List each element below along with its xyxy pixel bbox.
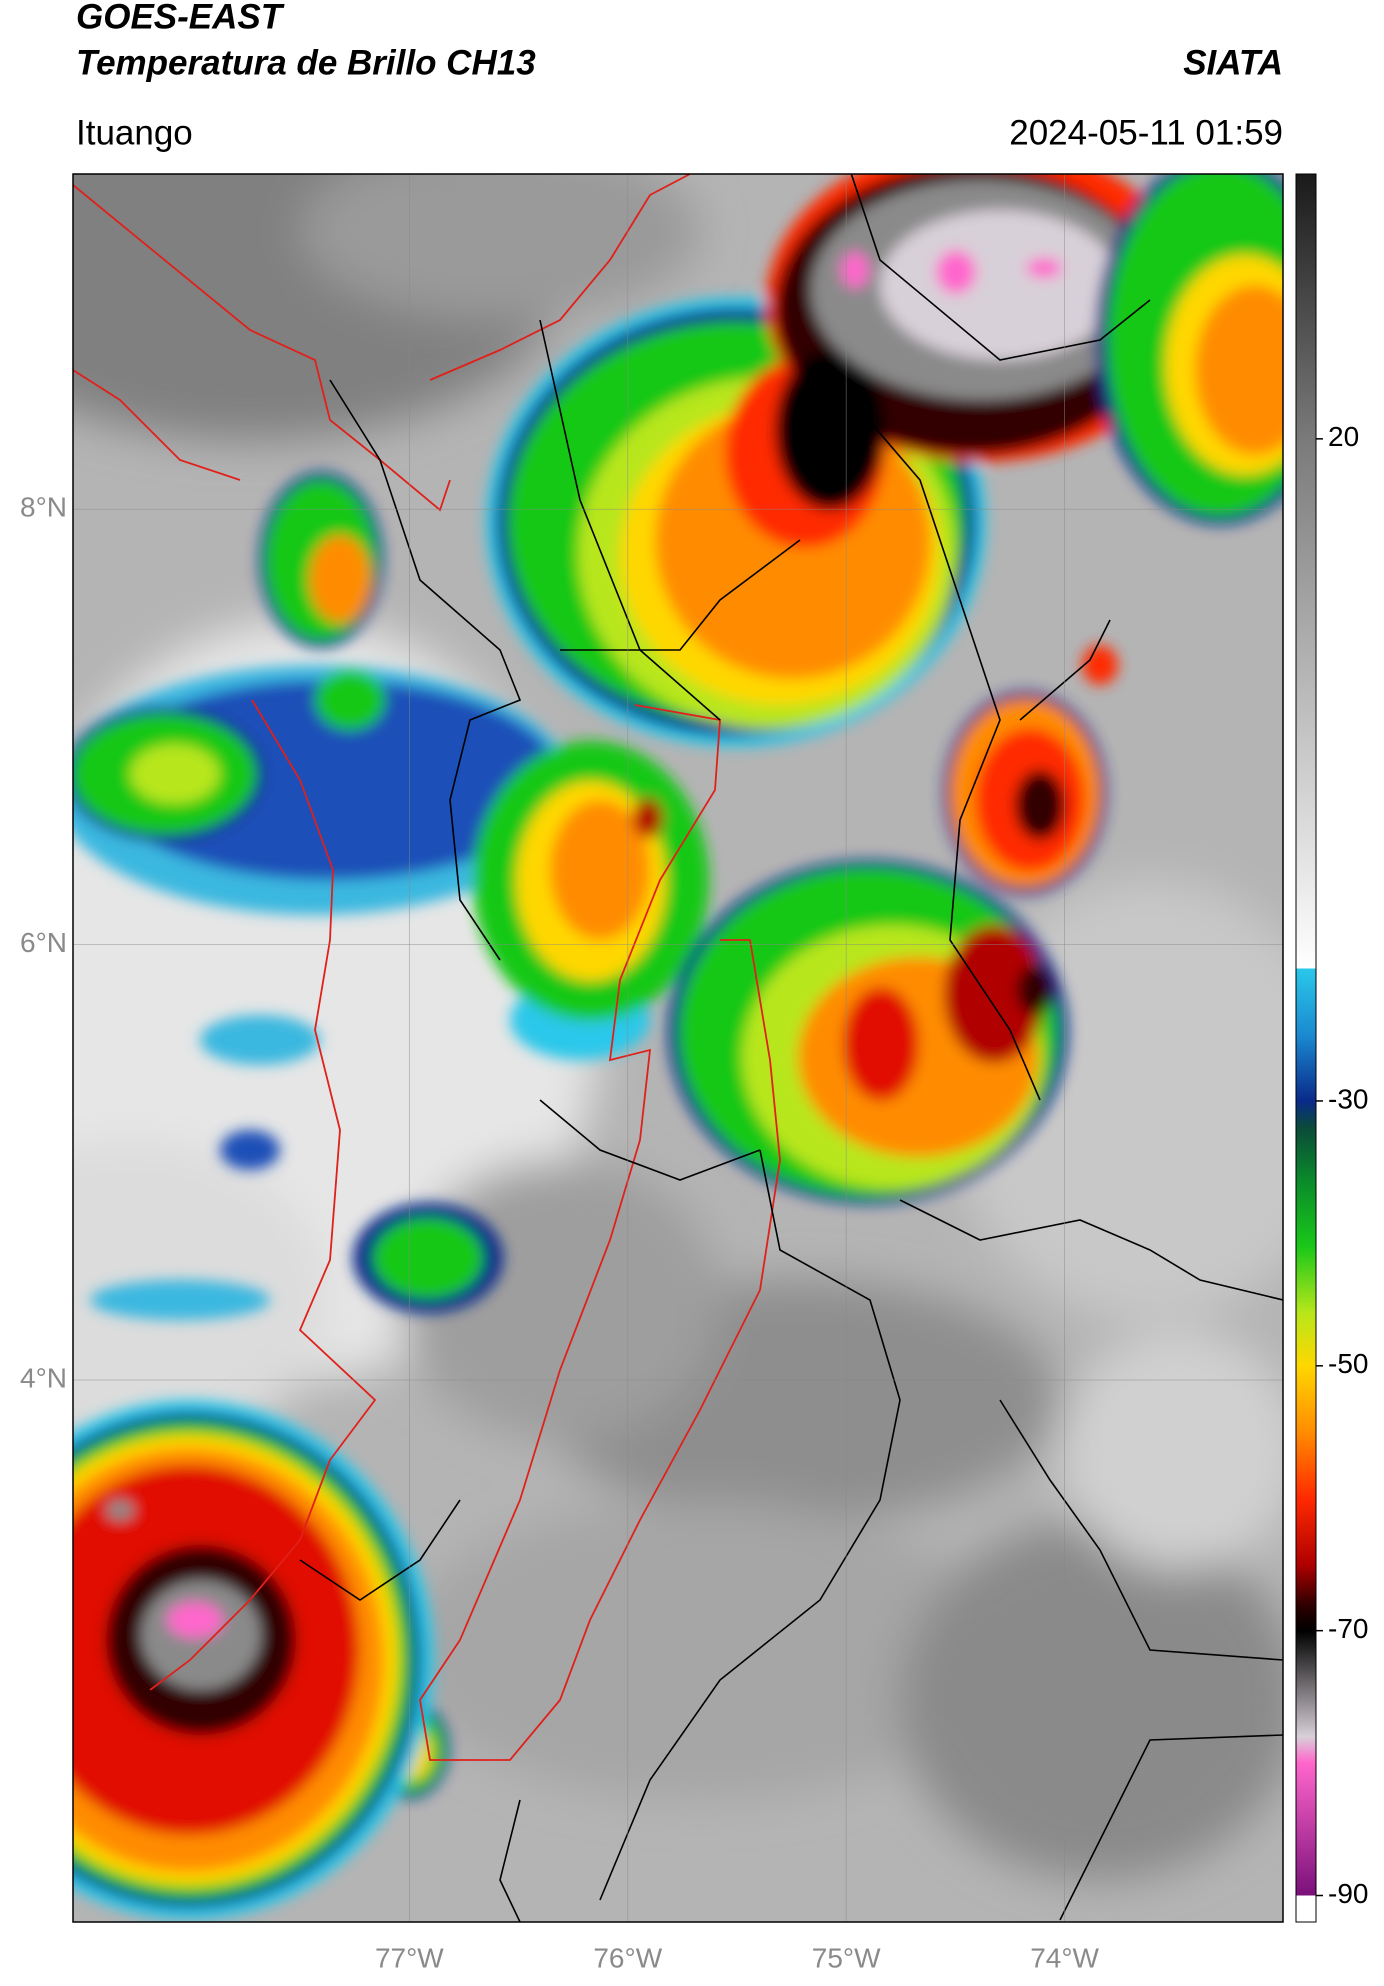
lon-tick-label: 77°W [375, 1942, 444, 1973]
lat-tick-label: 8°N [20, 492, 67, 523]
lon-tick-label: 74°W [1030, 1942, 1099, 1973]
lat-tick-label: 4°N [20, 1362, 67, 1393]
colorbar-tick-label: -30 [1328, 1083, 1368, 1114]
colorbar [1295, 173, 1317, 1923]
colorbar-ticks: 20 -30 -50 -70 -90 [1316, 421, 1368, 1909]
map-frame [72, 173, 1284, 1923]
colorbar-tick-label: 20 [1328, 421, 1359, 452]
agency: SIATA [1183, 43, 1283, 82]
datetime: 2024-05-11 01:59 [1009, 113, 1283, 152]
lon-tick-label: 76°W [593, 1942, 662, 1973]
satellite-image [73, 174, 1283, 1922]
product-title: Temperatura de Brillo CH13 [76, 43, 536, 82]
satellite-title: GOES-EAST [76, 0, 285, 36]
colorbar-tick-label: -70 [1328, 1613, 1368, 1644]
colorbar-tick-label: -90 [1328, 1878, 1368, 1909]
colorbar-tick-label: -50 [1328, 1348, 1368, 1379]
grid [73, 174, 1283, 1922]
lon-tick-label: 75°W [812, 1942, 881, 1973]
lat-tick-label: 6°N [20, 927, 67, 958]
location: Ituango [76, 113, 193, 152]
